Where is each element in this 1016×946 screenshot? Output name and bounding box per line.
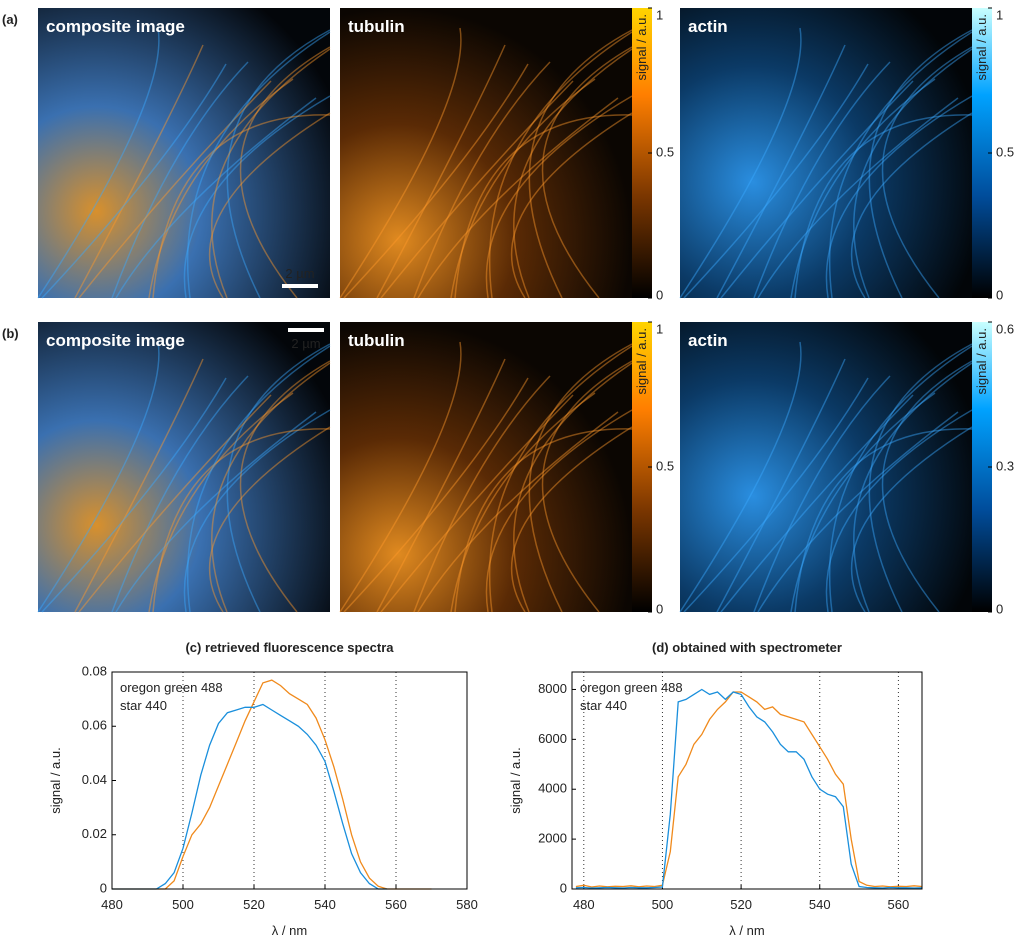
colorbar-tick-label: 0.5 [656,144,674,159]
scale-bar-label: 2 µm [285,266,314,281]
panel-title: tubulin [348,17,405,36]
panel-title: composite image [46,17,185,36]
colorbar-tick-label: 1 [996,7,1003,22]
colorbar-tick-label: 0 [996,601,1003,616]
colorbar-tick-label: 1 [656,7,663,22]
colorbar-tick-label: 0 [656,287,663,302]
y-tick-label: 2000 [538,831,567,846]
y-tick-label: 0 [100,880,107,895]
colorbar-label: signal / a.u. [634,14,649,81]
x-tick-label: 560 [385,897,407,912]
row-label: (b) [2,326,19,341]
legend-entry: star 440 [120,698,167,713]
panel-title: composite image [46,331,185,350]
y-tick-label: 0.06 [82,718,107,733]
x-tick-label: 500 [172,897,194,912]
y-axis-label: signal / a.u. [508,747,523,814]
panel-title: tubulin [348,331,405,350]
chart-title: (d) obtained with spectrometer [652,640,842,655]
colorbar-tick-label: 0.5 [656,458,674,473]
x-axis-label: λ / nm [272,923,307,938]
x-tick-label: 480 [573,897,595,912]
x-tick-label: 520 [243,897,265,912]
legend-entry: oregon green 488 [580,680,683,695]
colorbar-label: signal / a.u. [634,328,649,395]
scale-bar-label: 2 µm [291,336,320,351]
y-tick-label: 0.04 [82,772,107,787]
colorbar-tick-label: 0.3 [996,458,1014,473]
colorbar-tick-label: 0.6 [996,321,1014,336]
y-tick-label: 0.02 [82,826,107,841]
legend-entry: star 440 [580,698,627,713]
row-label: (a) [2,12,18,27]
colorbar-tick-label: 0 [656,601,663,616]
colorbar-tick-label: 1 [656,321,663,336]
colorbar-tick-label: 0.5 [996,144,1014,159]
x-tick-label: 480 [101,897,123,912]
panel-title: actin [688,331,728,350]
colorbar-label: signal / a.u. [974,328,989,395]
figure: (a) composite image tubulin signal / a.u. 0 0… [0,0,1016,941]
y-tick-label: 0 [560,880,567,895]
y-tick-label: 0.08 [82,663,107,678]
chart-title: (c) retrieved fluorescence spectra [185,640,394,655]
panel-title: actin [688,17,728,36]
x-tick-label: 580 [456,897,478,912]
x-tick-label: 520 [730,897,752,912]
x-axis-label: λ / nm [729,923,764,938]
y-tick-label: 8000 [538,681,567,696]
x-tick-label: 560 [888,897,910,912]
data-line [576,692,922,887]
y-tick-label: 6000 [538,731,567,746]
colorbar-tick-label: 0 [996,287,1003,302]
data-line [112,705,387,890]
data-line [576,690,922,889]
y-axis-label: signal / a.u. [48,747,63,814]
x-tick-label: 540 [314,897,336,912]
legend-entry: oregon green 488 [120,680,223,695]
x-tick-label: 500 [652,897,674,912]
colorbar-label: signal / a.u. [974,14,989,81]
y-tick-label: 4000 [538,781,567,796]
x-tick-label: 540 [809,897,831,912]
